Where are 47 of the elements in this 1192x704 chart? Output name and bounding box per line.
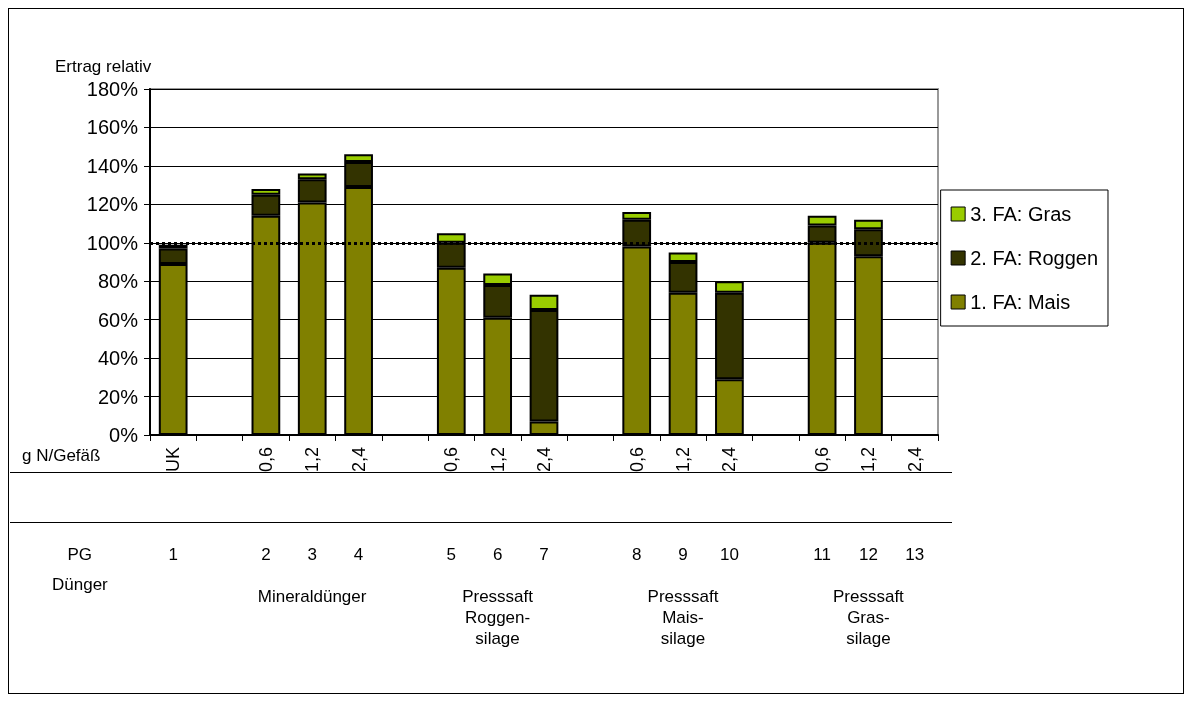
x-tick-label: 1,2 [673, 447, 694, 473]
y-tick-label: 80% [97, 270, 139, 293]
text: 9 [677, 544, 689, 565]
text: 13 [904, 544, 926, 565]
y-tick-label: 60% [97, 308, 139, 331]
x-tick-label: 2,4 [719, 447, 740, 473]
y-tick-label: 40% [97, 347, 139, 370]
text: 8 [630, 544, 643, 565]
y-tick-label: 160% [86, 116, 139, 139]
text: 4 [352, 544, 365, 565]
x-tick-label: 1,2 [858, 447, 879, 473]
text: Presssaft Gras- silage [832, 586, 904, 649]
x-tick-label: 1,2 [487, 447, 508, 473]
x-tick-label: 0,6 [441, 447, 462, 473]
x-axis-title: g N/Gefäß [22, 445, 101, 466]
y-axis-title: Ertrag relativ [55, 57, 152, 76]
text: 7 [538, 544, 550, 565]
x-tick-label: 1,2 [302, 447, 323, 473]
text: 1 [167, 544, 179, 565]
y-tick-label: 100% [86, 231, 139, 254]
x-tick-label: UK [163, 447, 184, 473]
legend-label: 3. FA: Gras [970, 203, 1072, 225]
y-tick-label: 140% [86, 154, 139, 177]
x-tick-label: 0,6 [812, 447, 833, 473]
x-tick-label: 0,6 [626, 447, 647, 473]
y-tick-label: 20% [97, 385, 139, 408]
text: 3 [306, 544, 318, 565]
text: 6 [491, 544, 504, 565]
text: 12 [858, 544, 879, 565]
x-tick-label: 2,4 [534, 447, 554, 473]
x-tick-label: 2,4 [348, 447, 369, 473]
text: Presssaft Mais- silage [647, 586, 719, 649]
text: 10 [718, 544, 740, 565]
x-tick-label: 2,4 [904, 447, 925, 473]
legend-label: 2. FA: Roggen [970, 247, 1099, 269]
text: 2 [260, 544, 272, 565]
text: 11 [812, 544, 832, 565]
text: Dünger [52, 574, 108, 595]
text: Mineraldünger [257, 586, 367, 607]
text: Presssaft Roggen- silage [462, 586, 533, 649]
text: 5 [445, 544, 457, 565]
legend-label: 1. FA: Mais [970, 291, 1071, 313]
y-tick-label: 120% [86, 193, 139, 216]
x-tick-label: 0,6 [255, 447, 276, 473]
y-tick-label: 180% [86, 78, 139, 100]
y-tick-label: 0% [109, 424, 139, 446]
text: PG [67, 544, 93, 565]
